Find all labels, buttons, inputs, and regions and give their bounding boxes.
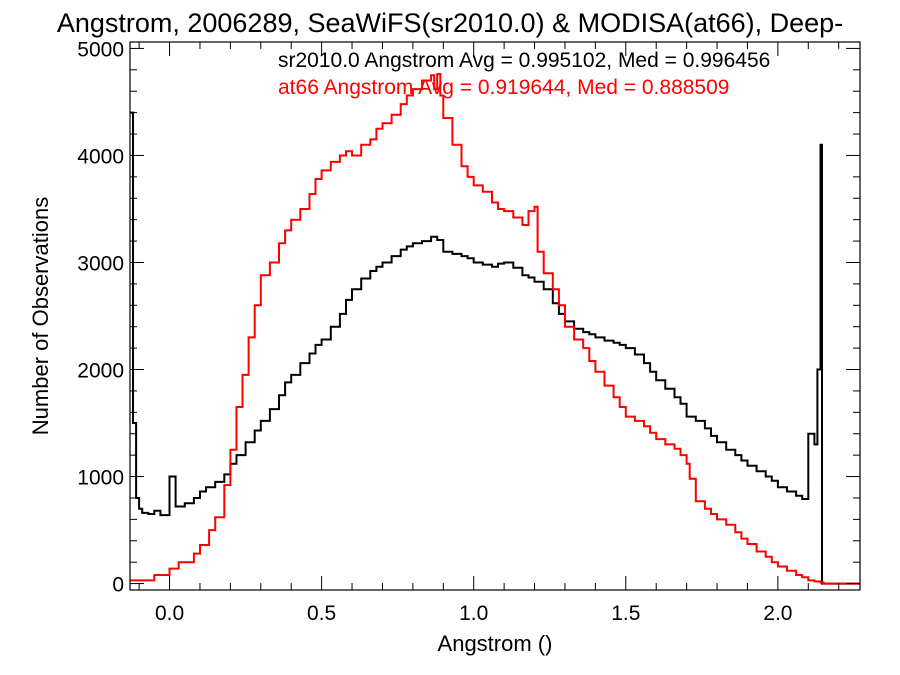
y-tick-label: 4000 [77, 145, 124, 168]
y-tick-label: 5000 [77, 38, 124, 61]
y-axis-label: Number of Observations [28, 197, 53, 435]
x-tick-label: 1.5 [611, 602, 640, 625]
y-tick-labels: 0 1000 2000 3000 4000 5000 [77, 38, 124, 596]
x-tick-labels: 0.0 0.5 1.0 1.5 2.0 [155, 602, 793, 625]
sr2010-stats-annotation: sr2010.0 Angstrom Avg = 0.995102, Med = … [278, 49, 770, 72]
at66-stats-annotation: at66 Angstrom Avg = 0.919644, Med = 0.88… [278, 76, 729, 99]
series-layer [130, 73, 860, 585]
chart-title: Angstrom, 2006289, SeaWiFS(sr2010.0) & M… [57, 8, 843, 38]
axis-ticks [130, 42, 860, 590]
x-axis-label: Angstrom () [438, 631, 553, 656]
series-line-2 [130, 73, 860, 585]
x-tick-label: 1.0 [459, 602, 488, 625]
y-tick-label: 3000 [77, 252, 124, 275]
plot-frame [129, 41, 861, 591]
y-tick-label: 1000 [77, 467, 124, 490]
x-tick-label: 0.5 [307, 602, 336, 625]
x-tick-label: 2.0 [763, 602, 792, 625]
series-line-1 [130, 111, 860, 585]
y-tick-label: 0 [112, 574, 124, 597]
y-tick-label: 2000 [77, 360, 124, 383]
x-tick-label: 0.0 [155, 602, 184, 625]
